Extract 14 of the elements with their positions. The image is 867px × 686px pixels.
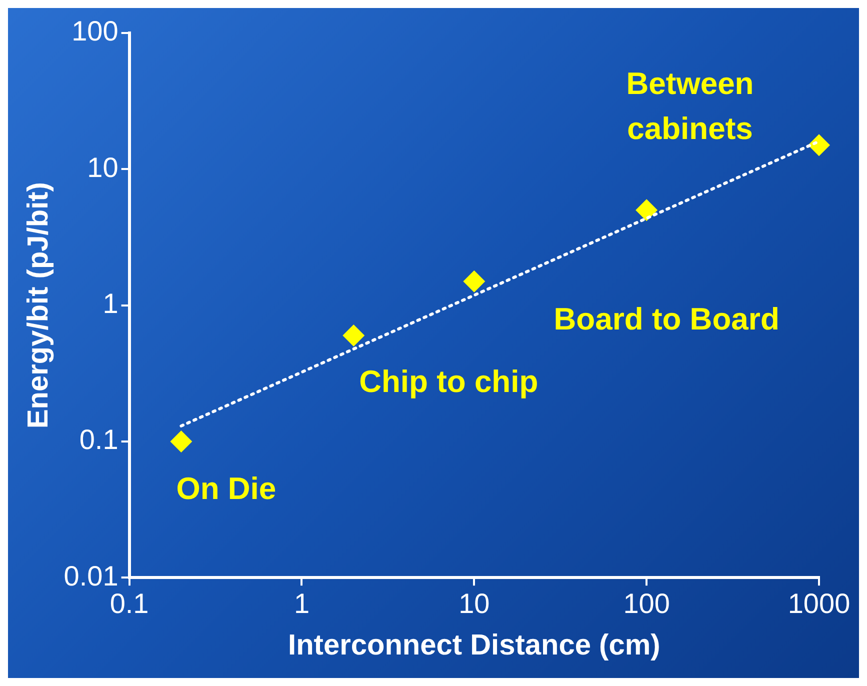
x-tick-label: 1000 [788, 588, 850, 620]
x-tick-label: 10 [458, 588, 490, 620]
y-tick-label: 0.1 [79, 424, 118, 456]
x-tick-label: 1 [294, 588, 310, 620]
annotation: Board to Board [554, 302, 780, 337]
y-tick-label: 1 [102, 288, 118, 320]
y-axis-title: Energy/bit (pJ/bit) [22, 182, 54, 429]
annotation: Chip to chip [359, 364, 538, 400]
y-tick-label: 100 [72, 16, 118, 47]
x-axis-title: Interconnect Distance (cm) [288, 630, 660, 662]
annotation: Between cabinets [626, 66, 754, 146]
x-tick-label: 100 [623, 588, 670, 620]
y-tick-label: 10 [87, 152, 118, 183]
annotation: On Die [176, 470, 276, 506]
